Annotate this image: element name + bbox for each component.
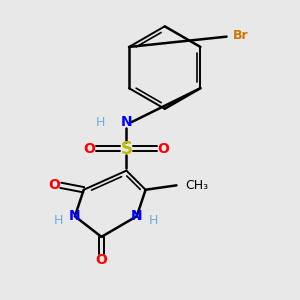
Text: H: H	[54, 214, 63, 227]
Text: N: N	[69, 209, 81, 223]
Text: N: N	[121, 115, 132, 129]
Text: N: N	[131, 209, 142, 223]
Text: H: H	[148, 214, 158, 227]
Text: O: O	[48, 178, 60, 192]
Text: Br: Br	[232, 29, 248, 42]
Text: O: O	[95, 254, 107, 267]
Text: S: S	[120, 140, 132, 158]
Text: CH₃: CH₃	[185, 179, 208, 192]
Text: O: O	[84, 142, 96, 155]
Text: O: O	[157, 142, 169, 155]
Text: H: H	[95, 116, 105, 128]
